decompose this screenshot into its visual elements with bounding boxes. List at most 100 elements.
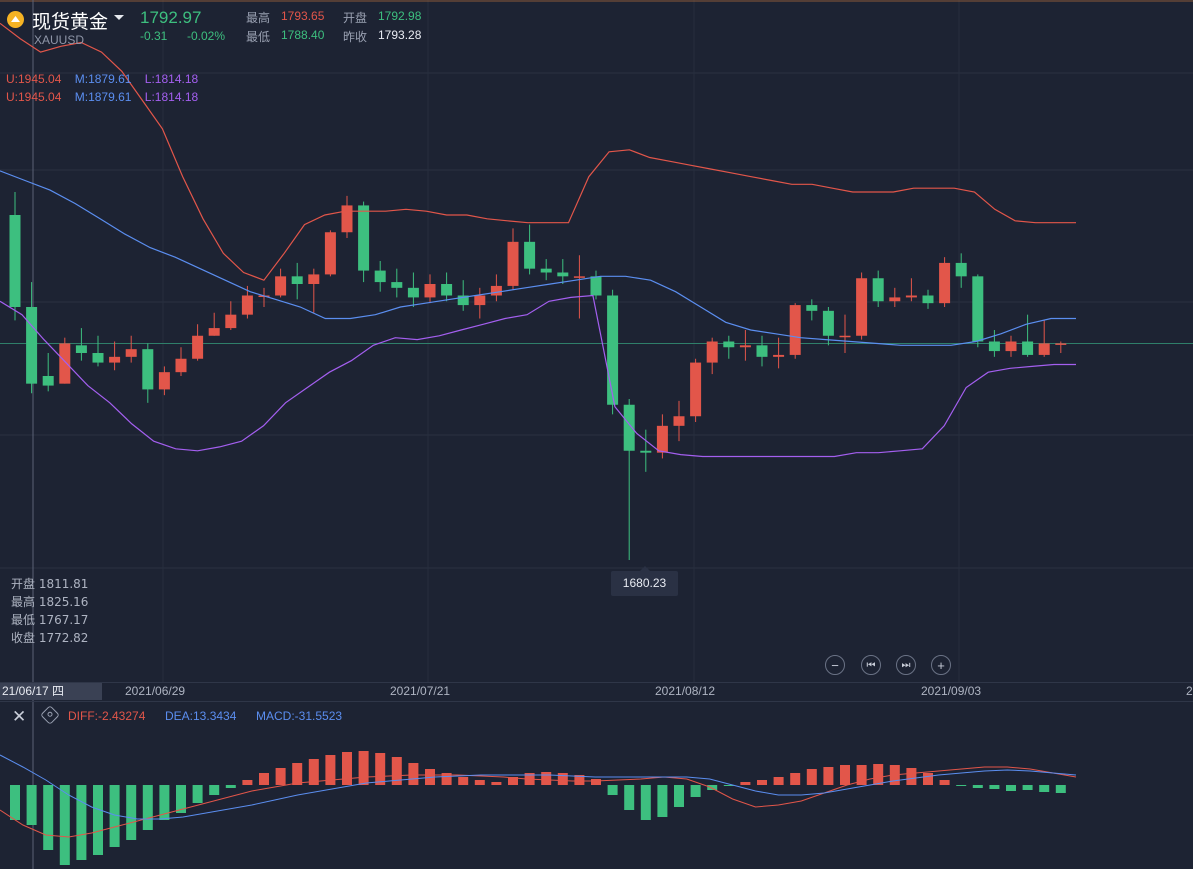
candle-body xyxy=(806,305,818,311)
boll-lower: L:1814.18 xyxy=(144,72,199,86)
candle-body xyxy=(75,345,87,353)
candle-body xyxy=(673,416,685,426)
macd-histogram-bar xyxy=(109,785,120,847)
candle-body xyxy=(291,276,303,284)
x-axis-label: 2 xyxy=(1186,684,1193,698)
open-label: 开盘 xyxy=(343,11,368,25)
close-icon[interactable]: ✕ xyxy=(12,707,27,726)
instrument-title[interactable]: 现货黄金 xyxy=(32,11,109,33)
macd-histogram-bar xyxy=(76,785,87,860)
macd-histogram-bar xyxy=(690,785,701,797)
macd-histogram-bar xyxy=(325,755,336,785)
candle-body xyxy=(457,295,469,306)
candle-body xyxy=(872,278,884,302)
macd-histogram-bar xyxy=(375,753,386,785)
candle-body xyxy=(773,354,785,357)
macd-histogram-bar xyxy=(806,769,817,785)
candle-body xyxy=(507,241,519,286)
candle-body xyxy=(59,343,71,384)
last-price: 1792.97 xyxy=(140,8,202,27)
low-value: 1788.40 xyxy=(281,28,325,42)
boll-middle-line xyxy=(0,170,1076,346)
candle-body xyxy=(125,349,137,357)
candle-body xyxy=(192,335,204,359)
macd-histogram-bar xyxy=(159,785,170,820)
boll-lower: L:1814.18 xyxy=(144,90,199,104)
next-button[interactable]: ⏭ xyxy=(896,655,916,675)
macd-histogram-bar xyxy=(292,763,303,785)
price-change-pct: -0.02% xyxy=(187,29,226,43)
price-change: -0.31 xyxy=(140,29,168,43)
x-axis xyxy=(0,682,1193,702)
candle-body xyxy=(889,297,901,302)
macd-histogram-bar xyxy=(242,780,253,785)
candle-body xyxy=(1055,343,1067,345)
cursor-open: 开盘 1811.81 xyxy=(11,577,89,591)
candle-body xyxy=(822,310,834,336)
macd-histogram-bar xyxy=(989,785,1000,789)
macd-histogram-bar xyxy=(773,777,784,785)
macd-histogram-bar xyxy=(1006,785,1016,791)
candle-body xyxy=(573,276,585,278)
cursor-date-label: 21/06/17 四 xyxy=(0,683,102,700)
x-axis-label: 2021/09/03 xyxy=(921,684,982,698)
candle-body xyxy=(225,314,237,329)
candle-body xyxy=(988,341,1000,352)
macd-histogram-bar xyxy=(657,785,668,817)
macd-histogram-bar xyxy=(26,785,37,825)
candle-body xyxy=(109,356,121,363)
candle-body xyxy=(407,287,419,298)
candle-body xyxy=(275,276,287,296)
boll-middle: M:1879.61 xyxy=(74,90,132,104)
candle-body xyxy=(26,307,38,384)
candle-body xyxy=(972,276,984,342)
macd-histogram-bar xyxy=(790,773,801,785)
candle-body xyxy=(1038,343,1050,355)
zoom-in-button[interactable]: + xyxy=(931,655,951,675)
macd-histogram-bar xyxy=(43,785,54,850)
x-axis-label: 2021/08/12 xyxy=(655,684,716,698)
candle-body xyxy=(142,349,154,390)
macd-histogram-bar xyxy=(342,752,352,785)
macd-histogram-bar xyxy=(574,775,585,785)
x-axis-label: 2021/07/21 xyxy=(390,684,451,698)
candle-body xyxy=(308,274,320,284)
chevron-down-icon[interactable] xyxy=(114,15,124,20)
macd-histogram-bar xyxy=(142,785,153,830)
candle-body xyxy=(656,425,668,453)
candle-body xyxy=(706,341,718,363)
candle-body xyxy=(607,295,619,405)
macd-histogram-bar xyxy=(458,777,469,785)
low-price-tooltip: 1680.23 xyxy=(611,566,678,596)
macd-histogram-bar xyxy=(972,785,983,788)
macd-divider xyxy=(0,701,1193,702)
macd-histogram-bar xyxy=(358,751,369,785)
macd-histogram-bar xyxy=(491,782,502,785)
macd-histogram-bar xyxy=(308,759,319,785)
candle-body xyxy=(723,341,735,348)
zoom-out-button[interactable]: − xyxy=(825,655,845,675)
macd-histogram-bar xyxy=(225,785,236,788)
macd-histogram-bar xyxy=(441,773,452,785)
macd-histogram-bar xyxy=(873,764,884,785)
macd-histogram-bar xyxy=(557,773,568,785)
boll-upper: U:1945.04 xyxy=(6,72,62,86)
candle-body xyxy=(789,305,801,355)
macd-dea-line xyxy=(0,754,1077,820)
candle-body xyxy=(241,295,253,315)
candle-body xyxy=(939,262,951,304)
macd-histogram-bar xyxy=(823,767,834,785)
high-label: 最高 xyxy=(246,11,271,25)
macd-histogram-bar xyxy=(93,785,103,855)
prev-button[interactable]: ⏮ xyxy=(861,655,881,675)
boll-legend: U:1945.04 M:1879.61 L:1814.18 xyxy=(6,72,208,86)
macd-histogram-bar xyxy=(541,772,552,785)
macd-histogram-bar xyxy=(59,785,70,865)
candle-body xyxy=(557,272,569,277)
macd-diff: DIFF:-2.43274 xyxy=(68,709,146,723)
candle-body xyxy=(690,362,702,417)
macd-histogram-bar xyxy=(508,777,518,785)
open-value: 1792.98 xyxy=(378,9,422,23)
macd-dea: DEA:13.3434 xyxy=(165,709,237,723)
